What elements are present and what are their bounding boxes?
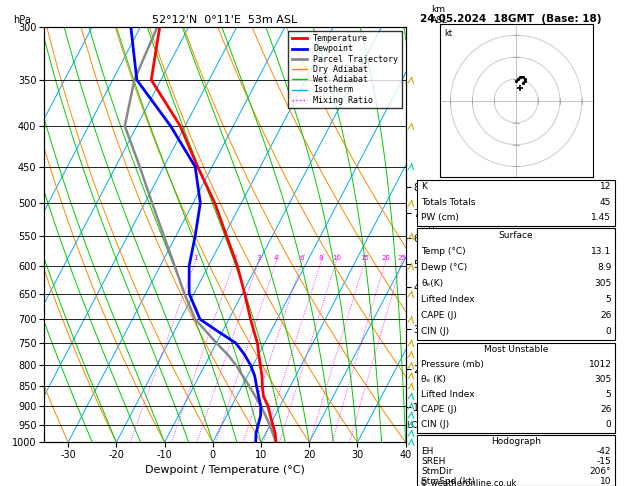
- Text: 10: 10: [600, 477, 611, 486]
- Text: Lifted Index: Lifted Index: [421, 295, 475, 304]
- Text: PW (cm): PW (cm): [421, 213, 459, 222]
- X-axis label: Dewpoint / Temperature (°C): Dewpoint / Temperature (°C): [145, 466, 305, 475]
- Text: SREH: SREH: [421, 457, 446, 466]
- Text: Most Unstable: Most Unstable: [484, 345, 548, 354]
- Text: StmSpd (kt): StmSpd (kt): [421, 477, 476, 486]
- Text: 1.45: 1.45: [591, 213, 611, 222]
- Text: 6: 6: [300, 255, 304, 261]
- Text: 305: 305: [594, 278, 611, 288]
- Text: θₑ(K): θₑ(K): [421, 278, 443, 288]
- Text: -15: -15: [597, 457, 611, 466]
- Text: 1: 1: [193, 255, 198, 261]
- Text: EH: EH: [421, 447, 434, 456]
- Text: 15: 15: [360, 255, 369, 261]
- Text: 26: 26: [600, 311, 611, 320]
- Text: hPa: hPa: [13, 15, 31, 25]
- Text: Pressure (mb): Pressure (mb): [421, 360, 484, 369]
- Text: kt: kt: [444, 29, 452, 38]
- Text: 206°: 206°: [590, 467, 611, 476]
- Text: Totals Totals: Totals Totals: [421, 197, 476, 207]
- Text: Surface: Surface: [498, 231, 533, 240]
- Text: 8.9: 8.9: [597, 263, 611, 272]
- Text: CIN (J): CIN (J): [421, 420, 450, 429]
- Text: Hodograph: Hodograph: [491, 436, 541, 446]
- Text: 1012: 1012: [589, 360, 611, 369]
- Text: -42: -42: [597, 447, 611, 456]
- Text: K: K: [421, 182, 427, 191]
- Text: 45: 45: [600, 197, 611, 207]
- Text: 25: 25: [398, 255, 406, 261]
- Text: CAPE (J): CAPE (J): [421, 405, 457, 414]
- Text: StmDir: StmDir: [421, 467, 453, 476]
- Legend: Temperature, Dewpoint, Parcel Trajectory, Dry Adiabat, Wet Adiabat, Isotherm, Mi: Temperature, Dewpoint, Parcel Trajectory…: [288, 31, 401, 108]
- Text: 10: 10: [332, 255, 341, 261]
- Text: 2: 2: [232, 255, 237, 261]
- Y-axis label: Mixing Ratio (g/kg): Mixing Ratio (g/kg): [423, 189, 433, 280]
- Text: Dewp (°C): Dewp (°C): [421, 263, 468, 272]
- Text: Temp (°C): Temp (°C): [421, 247, 466, 256]
- Title: 52°12'N  0°11'E  53m ASL: 52°12'N 0°11'E 53m ASL: [152, 15, 298, 25]
- Text: 20: 20: [381, 255, 390, 261]
- Text: Lifted Index: Lifted Index: [421, 390, 475, 399]
- Text: 26: 26: [600, 405, 611, 414]
- Text: 0: 0: [606, 420, 611, 429]
- Text: 5: 5: [606, 390, 611, 399]
- Text: θₑ (K): θₑ (K): [421, 375, 447, 384]
- Text: 24.05.2024  18GMT  (Base: 18): 24.05.2024 18GMT (Base: 18): [420, 14, 602, 24]
- Text: km
ASL: km ASL: [431, 5, 448, 25]
- Text: 8: 8: [319, 255, 323, 261]
- Text: © weatheronline.co.uk: © weatheronline.co.uk: [420, 479, 516, 486]
- Text: CAPE (J): CAPE (J): [421, 311, 457, 320]
- Text: 4: 4: [274, 255, 279, 261]
- Text: 12: 12: [600, 182, 611, 191]
- Text: 0: 0: [606, 327, 611, 336]
- Text: 13.1: 13.1: [591, 247, 611, 256]
- Text: 5: 5: [606, 295, 611, 304]
- Text: CIN (J): CIN (J): [421, 327, 450, 336]
- Text: LCL: LCL: [406, 421, 423, 430]
- Text: 3: 3: [256, 255, 261, 261]
- Text: 305: 305: [594, 375, 611, 384]
